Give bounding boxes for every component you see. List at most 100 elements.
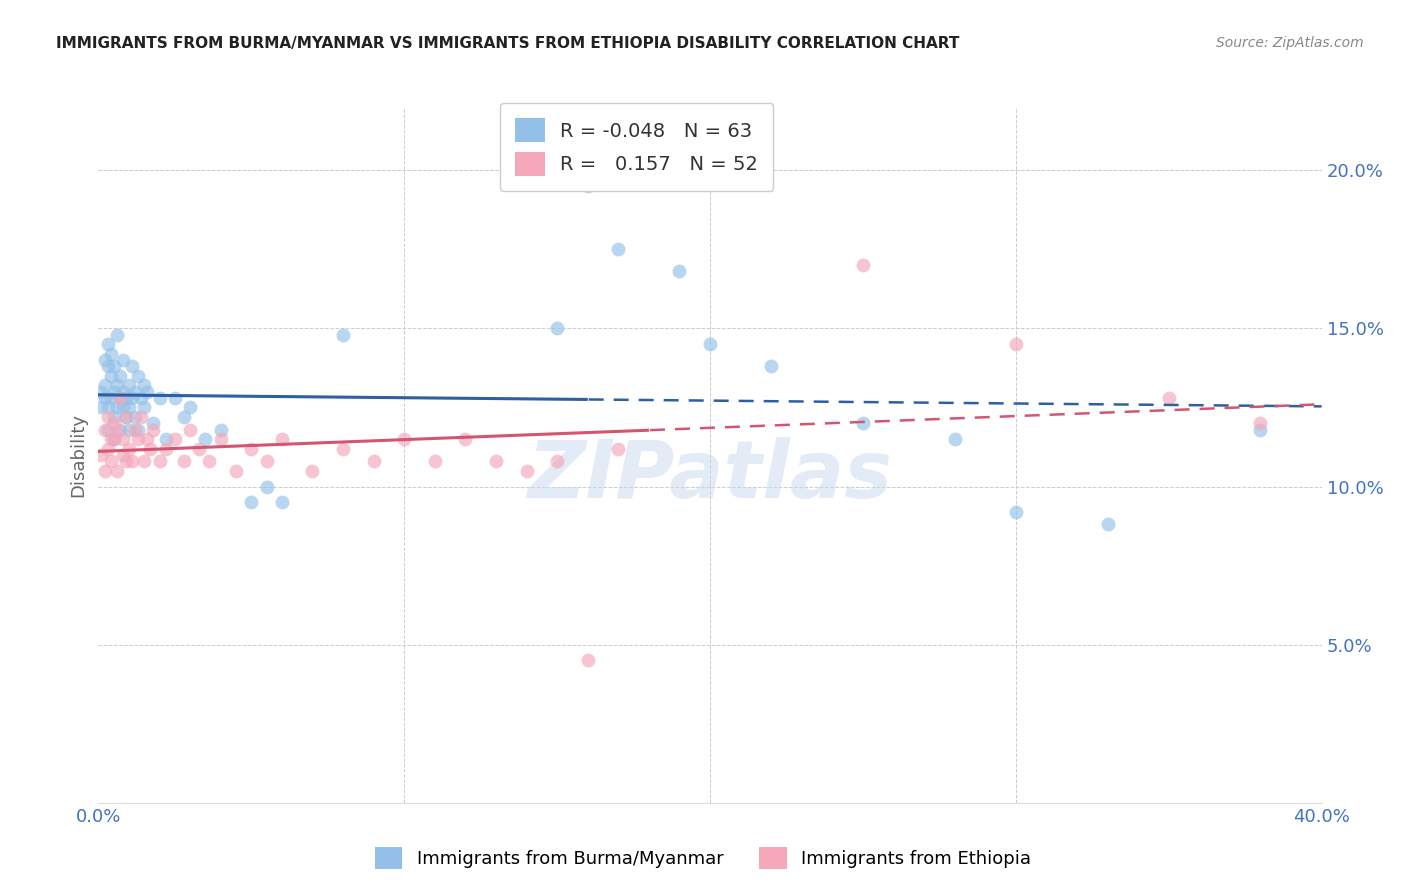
Point: [118, 378, 141, 392]
Point: [149, 454, 172, 468]
Point: [301, 464, 323, 478]
Point: [332, 327, 354, 342]
Point: [759, 359, 782, 374]
Point: [115, 409, 138, 424]
Point: [179, 423, 201, 437]
Point: [121, 454, 143, 468]
Point: [108, 368, 131, 383]
Point: [576, 179, 599, 194]
Point: [142, 417, 165, 431]
Point: [136, 384, 159, 399]
Point: [100, 391, 122, 405]
Text: ZIPatlas: ZIPatlas: [527, 437, 893, 515]
Point: [134, 378, 156, 392]
Text: IMMIGRANTS FROM BURMA/MYANMAR VS IMMIGRANTS FROM ETHIOPIA DISABILITY CORRELATION: IMMIGRANTS FROM BURMA/MYANMAR VS IMMIGRA…: [56, 36, 960, 51]
Point: [607, 243, 630, 257]
Point: [270, 495, 292, 509]
Point: [100, 454, 122, 468]
Point: [127, 432, 149, 446]
Point: [576, 653, 599, 667]
Point: [124, 423, 146, 437]
Point: [115, 409, 138, 424]
Point: [97, 409, 120, 424]
Point: [100, 432, 122, 446]
Point: [90, 384, 112, 399]
Point: [103, 432, 125, 446]
Point: [93, 391, 115, 405]
Point: [105, 378, 128, 392]
Point: [97, 359, 120, 374]
Point: [1004, 337, 1026, 351]
Point: [1249, 417, 1271, 431]
Point: [97, 442, 120, 456]
Point: [699, 337, 721, 351]
Point: [1097, 517, 1119, 532]
Point: [90, 401, 112, 415]
Point: [105, 327, 128, 342]
Point: [103, 432, 125, 446]
Point: [194, 432, 217, 446]
Point: [97, 337, 120, 351]
Point: [103, 359, 125, 374]
Point: [1004, 505, 1026, 519]
Point: [90, 448, 112, 462]
Point: [103, 384, 125, 399]
Legend: R = -0.048   N = 63, R =   0.157   N = 52: R = -0.048 N = 63, R = 0.157 N = 52: [499, 103, 773, 191]
Point: [155, 432, 177, 446]
Point: [105, 464, 128, 478]
Point: [100, 368, 122, 383]
Point: [188, 442, 211, 456]
Point: [149, 391, 172, 405]
Point: [852, 417, 875, 431]
Legend: Immigrants from Burma/Myanmar, Immigrants from Ethiopia: Immigrants from Burma/Myanmar, Immigrant…: [366, 838, 1040, 879]
Point: [179, 401, 201, 415]
Point: [163, 391, 186, 405]
Point: [392, 432, 416, 446]
Point: [105, 423, 128, 437]
Point: [225, 464, 247, 478]
Point: [546, 454, 568, 468]
Y-axis label: Disability: Disability: [69, 413, 87, 497]
Point: [240, 495, 263, 509]
Point: [256, 454, 278, 468]
Point: [256, 479, 278, 493]
Point: [105, 401, 128, 415]
Point: [155, 442, 177, 456]
Point: [108, 391, 131, 405]
Point: [139, 442, 162, 456]
Point: [93, 378, 115, 392]
Point: [1249, 423, 1271, 437]
Point: [1157, 391, 1180, 405]
Point: [423, 454, 446, 468]
Point: [852, 258, 875, 272]
Point: [100, 347, 122, 361]
Point: [363, 454, 385, 468]
Point: [93, 353, 115, 368]
Point: [546, 321, 568, 335]
Point: [134, 454, 156, 468]
Point: [124, 384, 146, 399]
Point: [943, 432, 966, 446]
Point: [118, 423, 141, 437]
Point: [111, 401, 134, 415]
Point: [127, 423, 149, 437]
Point: [173, 409, 195, 424]
Point: [129, 391, 152, 405]
Point: [93, 423, 115, 437]
Point: [111, 448, 134, 462]
Point: [668, 264, 690, 278]
Point: [115, 391, 138, 405]
Point: [103, 417, 125, 431]
Point: [607, 442, 630, 456]
Point: [111, 432, 134, 446]
Point: [197, 454, 219, 468]
Point: [93, 464, 115, 478]
Point: [485, 454, 508, 468]
Point: [108, 391, 131, 405]
Point: [134, 401, 156, 415]
Point: [118, 401, 141, 415]
Point: [111, 353, 134, 368]
Point: [163, 432, 186, 446]
Point: [129, 409, 152, 424]
Point: [240, 442, 263, 456]
